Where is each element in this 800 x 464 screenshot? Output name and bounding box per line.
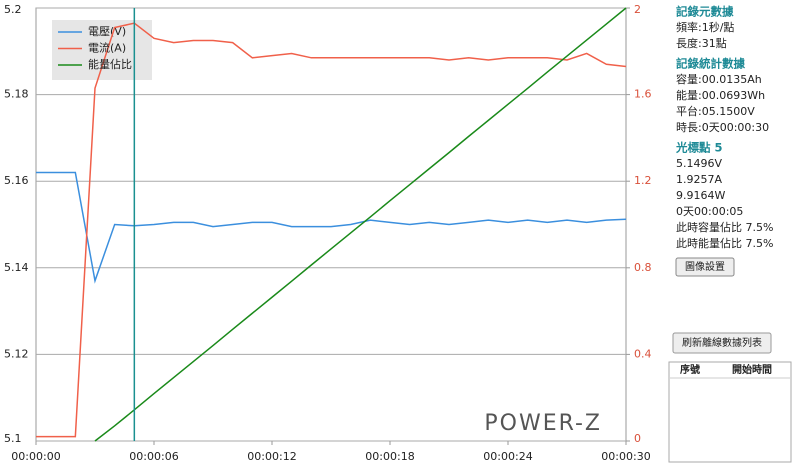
y-tick-label: 5.16	[4, 174, 29, 187]
panel-line: 長度:31點	[676, 36, 727, 50]
panel-line: 此時能量佔比 7.5%	[676, 236, 773, 250]
panel-line: 此時容量佔比 7.5%	[676, 220, 773, 234]
x-tick-label: 00:00:24	[483, 450, 532, 463]
image-settings-button[interactable]	[675, 257, 735, 277]
panel-line: 0天00:00:05	[676, 205, 743, 218]
refresh-label[interactable]: 刷新離線數據列表	[682, 336, 762, 349]
x-tick-label: 00:00:12	[247, 450, 296, 463]
y-tick-label: 5.14	[4, 261, 29, 274]
y2-tick-label: 2	[634, 3, 641, 16]
y2-tick-label: 0.4	[634, 347, 652, 360]
panel-line: 能量:00.0693Wh	[676, 88, 765, 102]
x-tick-label: 00:00:06	[129, 450, 178, 463]
legend-box	[52, 20, 152, 80]
y2-tick-label: 1.2	[634, 174, 652, 187]
y-tick-label: 5.1	[4, 432, 22, 445]
y2-tick-label: 0	[634, 432, 641, 445]
panel-line: 9.9164W	[676, 189, 725, 202]
panel-line: 頻率:1秒/點	[676, 20, 734, 34]
y-tick-label: 5.2	[4, 3, 22, 16]
y2-tick-label: 0.8	[634, 261, 652, 274]
panel-line: 1.9257A	[676, 173, 722, 186]
refresh-button[interactable]	[672, 332, 772, 354]
image-settings-label[interactable]: 圖像設置	[685, 260, 725, 273]
panel-line: 平台:05.1500V	[676, 104, 755, 118]
panel-heading: 記錄元數據	[676, 5, 734, 19]
record-table	[668, 361, 792, 463]
table-header: 序號	[680, 363, 700, 376]
legend-label: 能量佔比	[88, 57, 132, 71]
table-header: 開始時間	[732, 363, 772, 376]
x-tick-label: 00:00:18	[365, 450, 414, 463]
panel-heading: 記錄統計數據	[676, 57, 745, 71]
panel-line: 容量:00.0135Ah	[676, 72, 762, 86]
panel-line: 5.1496V	[676, 157, 722, 170]
series-line	[94, 7, 627, 442]
x-tick-label: 00:00:00	[11, 450, 60, 463]
legend-label: 電流(A)	[88, 41, 126, 55]
panel-heading: 光標點 5	[675, 141, 723, 155]
x-tick-label: 00:00:30	[601, 450, 650, 463]
y-tick-label: 5.18	[4, 88, 29, 101]
panel-line: 時長:0天00:00:30	[676, 121, 769, 134]
y-tick-label: 5.12	[4, 347, 29, 360]
logo: POWER-Z	[484, 411, 602, 436]
legend-label: 電壓(V)	[88, 25, 126, 38]
y2-tick-label: 1.6	[634, 88, 652, 101]
